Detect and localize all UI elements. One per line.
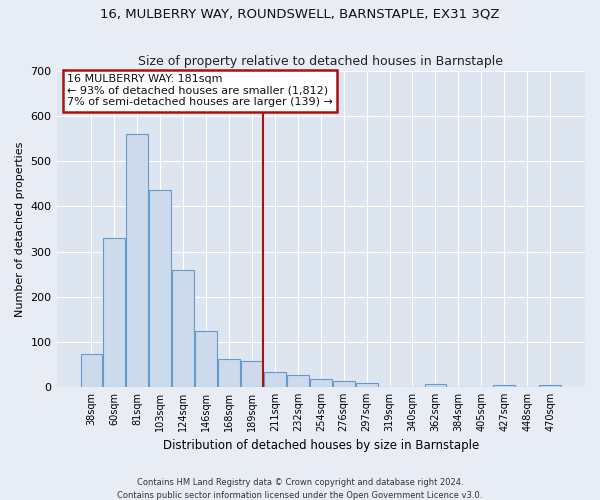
Bar [539, 384, 561, 387]
Text: Contains HM Land Registry data © Crown copyright and database right 2024.
Contai: Contains HM Land Registry data © Crown c… [118, 478, 482, 500]
Bar [80, 354, 103, 387]
Bar [310, 380, 332, 387]
Y-axis label: Number of detached properties: Number of detached properties [15, 142, 25, 316]
Bar [264, 372, 286, 387]
Bar [241, 361, 263, 387]
Bar [218, 358, 240, 387]
Bar [356, 383, 377, 387]
Bar [127, 134, 148, 387]
Bar [195, 330, 217, 387]
Bar [333, 381, 355, 387]
Text: 16, MULBERRY WAY, ROUNDSWELL, BARNSTAPLE, EX31 3QZ: 16, MULBERRY WAY, ROUNDSWELL, BARNSTAPLE… [100, 8, 500, 20]
Bar [149, 190, 171, 387]
Title: Size of property relative to detached houses in Barnstaple: Size of property relative to detached ho… [138, 56, 503, 68]
Bar [103, 238, 125, 387]
Text: 16 MULBERRY WAY: 181sqm
← 93% of detached houses are smaller (1,812)
7% of semi-: 16 MULBERRY WAY: 181sqm ← 93% of detache… [67, 74, 333, 108]
Bar [172, 270, 194, 387]
Bar [287, 374, 309, 387]
Bar [493, 384, 515, 387]
X-axis label: Distribution of detached houses by size in Barnstaple: Distribution of detached houses by size … [163, 440, 479, 452]
Bar [425, 384, 446, 387]
